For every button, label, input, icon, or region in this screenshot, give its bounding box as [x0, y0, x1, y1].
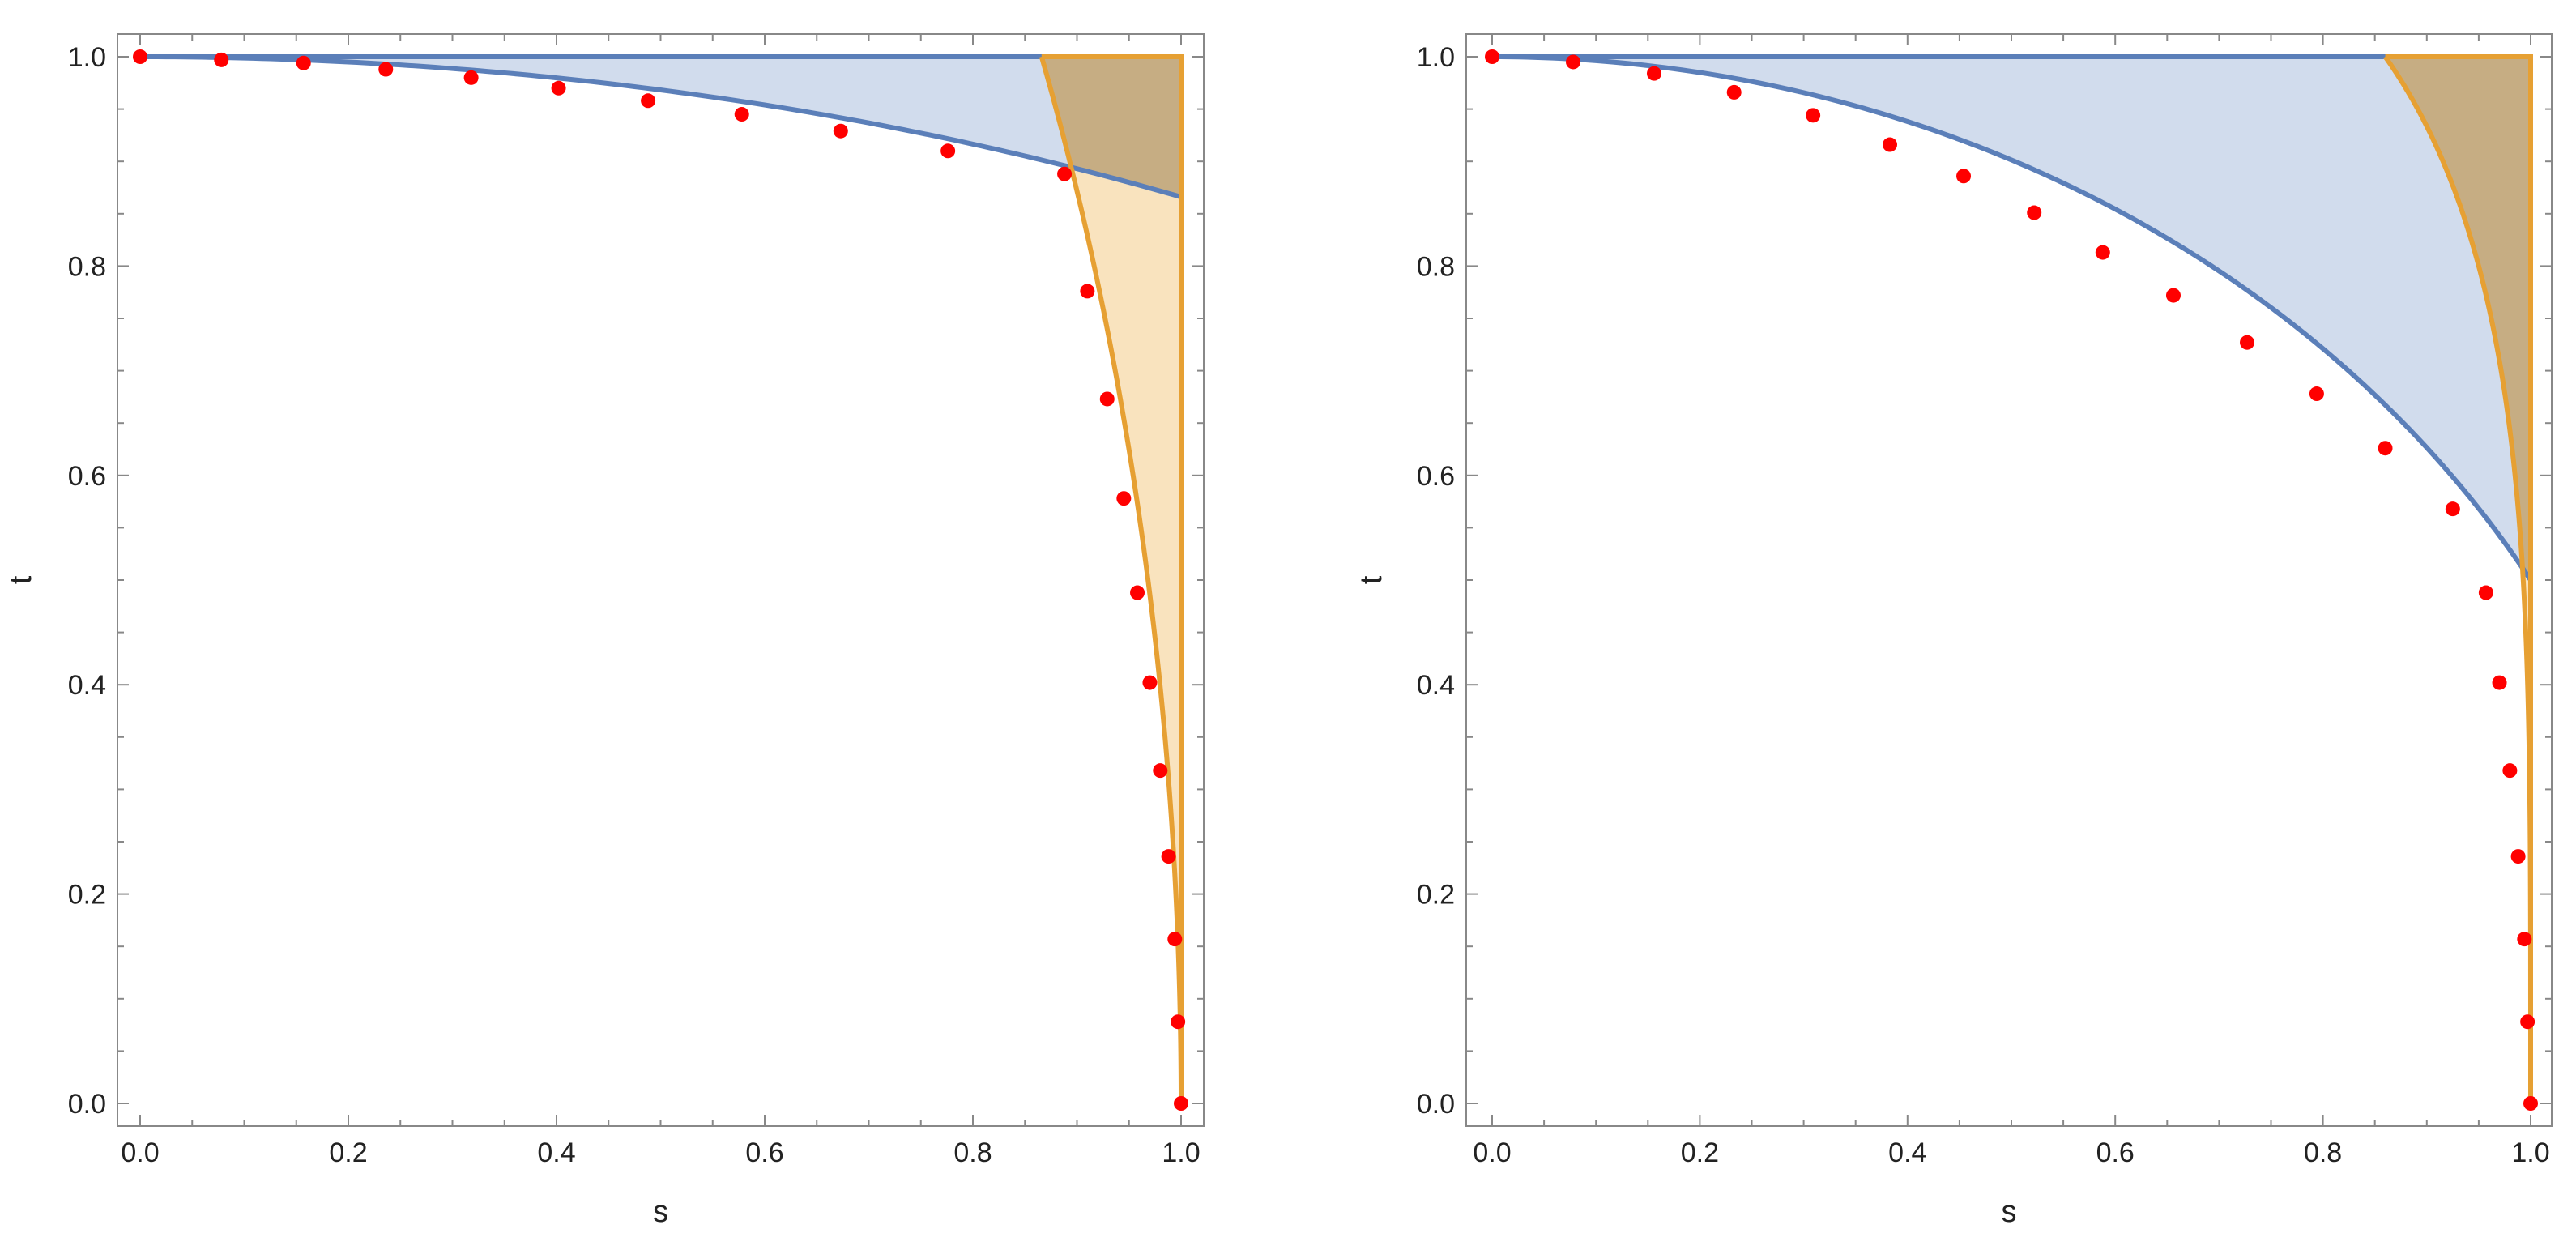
data-point — [2478, 585, 2493, 600]
data-point — [2502, 763, 2518, 779]
data-point — [1130, 585, 1145, 600]
data-point — [2095, 245, 2110, 260]
x-axis-label: s — [653, 1195, 668, 1229]
data-point — [1883, 137, 1898, 152]
x-tick-label: 0.2 — [1681, 1137, 1719, 1168]
x-tick-label: 0.0 — [121, 1137, 159, 1168]
data-point — [734, 107, 749, 122]
plot-area — [133, 49, 1188, 1111]
data-point — [1174, 1096, 1188, 1111]
data-point — [1726, 84, 1742, 100]
data-point — [1161, 849, 1176, 864]
data-point — [2523, 1096, 2538, 1111]
x-tick-label: 0.6 — [745, 1137, 783, 1168]
data-point — [1080, 284, 1095, 299]
y-tick-label: 0.8 — [1417, 251, 1455, 282]
x-tick-label: 0.4 — [1888, 1137, 1926, 1168]
data-point — [378, 62, 394, 77]
blue-curve — [1491, 54, 2533, 582]
y-tick-label: 1.0 — [68, 42, 106, 73]
data-point — [2309, 386, 2324, 402]
data-point — [2517, 932, 2532, 947]
data-point — [1167, 932, 1183, 947]
x-tick-label: 0.4 — [537, 1137, 575, 1168]
data-point — [1116, 491, 1132, 506]
x-tick-label: 0.8 — [953, 1137, 992, 1168]
data-point — [1171, 1014, 1186, 1030]
data-point — [2445, 501, 2460, 517]
data-point — [641, 93, 656, 109]
data-point — [2520, 1014, 2535, 1030]
x-tick-label: 0.2 — [329, 1137, 367, 1168]
data-point — [1565, 54, 1580, 70]
y-tick-label: 0.8 — [68, 251, 106, 282]
left-panel: 0.0 0.2 0.4 0.6 0.8 1.0 0.0 0.2 0.4 0.6 0.8 1.0 s t — [4, 33, 1205, 1229]
y-axis-label: t — [4, 575, 38, 584]
data-point — [463, 70, 479, 85]
y-tick-label: 0.6 — [1417, 461, 1455, 492]
y-tick-label: 0.2 — [1417, 880, 1455, 911]
data-point — [833, 123, 848, 139]
data-point — [1153, 763, 1168, 779]
data-point — [2165, 288, 2181, 303]
x-tick-label: 0.6 — [2096, 1137, 2135, 1168]
blue-region — [140, 57, 1181, 198]
x-tick-label: 1.0 — [1162, 1137, 1200, 1168]
data-point — [296, 55, 311, 70]
right-panel: 0.0 0.2 0.4 0.6 0.8 1.0 0.0 0.2 0.4 0.6 0.8 1.0 s t — [1354, 33, 2553, 1229]
y-tick-label: 0.6 — [68, 461, 106, 492]
blue-region — [1492, 57, 2531, 580]
y-tick-label: 1.0 — [1417, 42, 1455, 73]
plot-frame — [117, 33, 1205, 1127]
data-point — [133, 49, 147, 64]
orange-curve — [1039, 56, 1184, 1104]
orange-edge-line — [1041, 54, 1184, 1103]
x-tick-label: 0.8 — [2304, 1137, 2342, 1168]
data-point — [1099, 391, 1115, 407]
y-tick-label: 0.0 — [1417, 1089, 1455, 1120]
y-tick-label: 0.4 — [1417, 670, 1455, 701]
data-point — [2378, 441, 2393, 456]
data-point — [1057, 166, 1073, 181]
data-point — [2240, 335, 2255, 350]
data-point — [1956, 169, 1972, 184]
y-axis-label: t — [1354, 575, 1388, 584]
data-point — [2492, 675, 2507, 690]
y-tick-label: 0.0 — [68, 1089, 106, 1120]
y-tick-label: 0.2 — [68, 880, 106, 911]
x-tick-label: 0.0 — [1473, 1137, 1511, 1168]
data-point — [940, 143, 956, 159]
orange-region — [1041, 57, 1181, 1103]
blue-curve — [139, 54, 1182, 200]
plot-area — [1485, 49, 2538, 1111]
data-point — [2510, 849, 2526, 864]
orange-edge-line — [2385, 54, 2533, 1103]
data-point — [1806, 108, 1821, 123]
data-point — [1142, 675, 1158, 690]
x-tick-label: 1.0 — [2511, 1137, 2549, 1168]
data-point — [551, 80, 566, 96]
y-tick-label: 0.4 — [68, 670, 106, 701]
data-point — [2027, 205, 2042, 220]
data-point — [214, 52, 229, 67]
x-axis-label: s — [2002, 1195, 2017, 1229]
data-point — [1646, 66, 1661, 81]
overlap-region — [2385, 57, 2531, 580]
data-point — [1485, 49, 1499, 64]
